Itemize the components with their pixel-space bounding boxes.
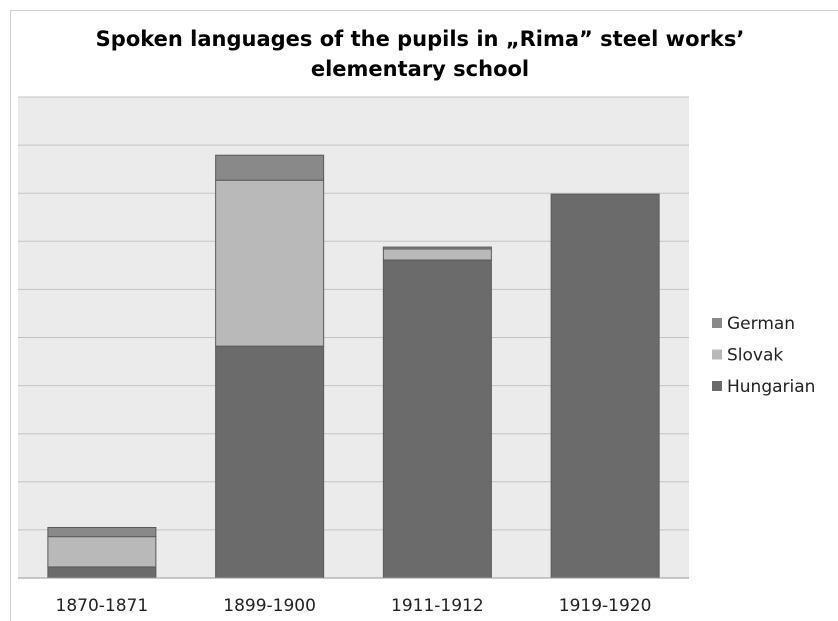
frame bbox=[10, 10, 838, 621]
bar-segment bbox=[382, 246, 492, 250]
bar-segment bbox=[47, 526, 157, 538]
legend-label: German bbox=[727, 314, 795, 334]
chart-title: Spoken languages of the pupils in „Rima”… bbox=[95, 27, 745, 81]
bar-segment bbox=[47, 536, 157, 568]
legend-swatch bbox=[712, 349, 722, 360]
bar-segment bbox=[382, 248, 492, 261]
x-tick-label: 1870-1871 bbox=[56, 596, 149, 616]
legend-label: Hungarian bbox=[727, 377, 815, 397]
legend-swatch bbox=[712, 318, 722, 328]
legend-swatch bbox=[712, 381, 722, 391]
bar-segment bbox=[382, 259, 492, 579]
bar-segment bbox=[215, 154, 325, 181]
bar-segment bbox=[215, 345, 325, 579]
legend-label: Slovak bbox=[727, 346, 783, 366]
bar-segment bbox=[47, 566, 157, 579]
bar-segment bbox=[550, 193, 660, 579]
x-tick-label: 1911-1912 bbox=[391, 596, 484, 616]
bar-segment bbox=[215, 179, 325, 347]
x-tick-label: 1919-1920 bbox=[559, 596, 652, 616]
x-tick-label: 1899-1900 bbox=[223, 596, 316, 616]
